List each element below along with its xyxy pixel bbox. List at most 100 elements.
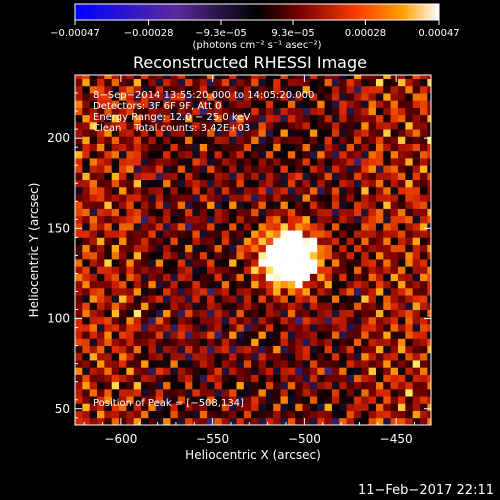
- heatmap-cell: [397, 114, 406, 123]
- heatmap-cell: [427, 410, 431, 419]
- heatmap-cell: [258, 201, 267, 209]
- heatmap-cell: [119, 309, 127, 318]
- heatmap-cell: [75, 121, 83, 130]
- heatmap-cell: [133, 396, 142, 404]
- heatmap-cell: [412, 143, 421, 152]
- heatmap-cell: [236, 75, 245, 80]
- heatmap-cell: [309, 338, 318, 347]
- heatmap-cell: [273, 121, 281, 130]
- heatmap-cell: [119, 280, 127, 289]
- heatmap-cell: [155, 280, 164, 289]
- heatmap-cell: [258, 360, 267, 368]
- heatmap-cell: [133, 85, 142, 94]
- heatmap-cell: [141, 273, 149, 282]
- heatmap-cell: [258, 309, 267, 318]
- heatmap-cell: [104, 75, 113, 80]
- heatmap-cell: [419, 396, 428, 404]
- heatmap-cell: [148, 266, 157, 274]
- heatmap-cell: [390, 417, 399, 425]
- heatmap-cell: [207, 280, 215, 289]
- heatmap-cell: [302, 93, 311, 101]
- heatmap-cell: [119, 323, 127, 332]
- heatmap-cell: [236, 150, 245, 159]
- heatmap-cell: [141, 215, 149, 224]
- heatmap-cell: [104, 360, 113, 368]
- heatmap-cell: [221, 244, 230, 253]
- heatmap-cell: [243, 352, 252, 361]
- heatmap-cell: [141, 129, 149, 137]
- heatmap-cell: [185, 114, 193, 123]
- heatmap-cell: [265, 136, 274, 144]
- heatmap-cell: [221, 208, 230, 217]
- heatmap-cell: [243, 367, 252, 375]
- heatmap-cell: [133, 295, 142, 303]
- heatmap-cell: [331, 93, 340, 101]
- heatmap-cell: [214, 201, 223, 209]
- heatmap-cell: [265, 259, 274, 267]
- heatmap-cell: [126, 374, 135, 383]
- heatmap-cell: [361, 287, 370, 296]
- heatmap-cell: [390, 360, 399, 368]
- heatmap-cell: [75, 410, 83, 419]
- heatmap-cell: [104, 352, 113, 361]
- heatmap-cell: [280, 352, 289, 361]
- heatmap-cell: [273, 244, 281, 253]
- heatmap-cell: [412, 396, 421, 404]
- heatmap-cell: [192, 266, 201, 274]
- heatmap-cell: [405, 201, 414, 209]
- heatmap-cell: [111, 186, 120, 195]
- heatmap-cell: [155, 396, 164, 404]
- heatmap-cell: [221, 75, 230, 80]
- heatmap-cell: [331, 201, 340, 209]
- heatmap-cell: [397, 85, 406, 94]
- heatmap-cell: [324, 316, 333, 325]
- heatmap-cell: [163, 381, 171, 390]
- heatmap-cell: [89, 107, 98, 116]
- heatmap-cell: [375, 85, 384, 94]
- heatmap-cell: [412, 121, 421, 130]
- heatmap-cell: [199, 201, 208, 209]
- heatmap-cell: [177, 403, 186, 411]
- heatmap-cell: [265, 309, 274, 318]
- heatmap-cell: [111, 194, 120, 202]
- heatmap-cell: [375, 157, 384, 166]
- heatmap-cell: [287, 78, 296, 87]
- heatmap-cell: [185, 143, 193, 152]
- heatmap-cell: [339, 345, 347, 354]
- heatmap-cell: [346, 121, 355, 130]
- heatmap-cell: [199, 78, 208, 87]
- heatmap-cell: [199, 179, 208, 188]
- heatmap-cell: [251, 323, 259, 332]
- heatmap-cell: [97, 114, 105, 123]
- heatmap-cell: [302, 352, 311, 361]
- heatmap-cell: [309, 295, 318, 303]
- heatmap-cell: [221, 273, 230, 282]
- heatmap-cell: [155, 352, 164, 361]
- heatmap-cell: [383, 374, 392, 383]
- heatmap-cell: [265, 201, 274, 209]
- heatmap-cell: [405, 172, 414, 181]
- heatmap-cell: [192, 136, 201, 144]
- heatmap-cell: [405, 316, 414, 325]
- heatmap-cell: [368, 381, 377, 390]
- heatmap-cell: [309, 230, 318, 238]
- heatmap-cell: [361, 259, 370, 267]
- heatmap-cell: [221, 374, 230, 383]
- heatmap-cell: [185, 215, 193, 224]
- heatmap-cell: [273, 237, 281, 245]
- heatmap-cell: [251, 367, 259, 375]
- heatmap-cell: [185, 287, 193, 296]
- heatmap-cell: [155, 251, 164, 260]
- heatmap-cell: [273, 150, 281, 159]
- heatmap-cell: [405, 381, 414, 390]
- heatmap-cell: [82, 323, 91, 332]
- heatmap-cell: [353, 114, 362, 123]
- heatmap-cell: [221, 417, 230, 425]
- heatmap-cell: [192, 374, 201, 383]
- heatmap-cell: [207, 157, 215, 166]
- heatmap-cell: [236, 244, 245, 253]
- heatmap-cell: [353, 143, 362, 152]
- heatmap-cell: [324, 352, 333, 361]
- heatmap-cell: [353, 302, 362, 310]
- y-tick-label: 100: [47, 312, 70, 326]
